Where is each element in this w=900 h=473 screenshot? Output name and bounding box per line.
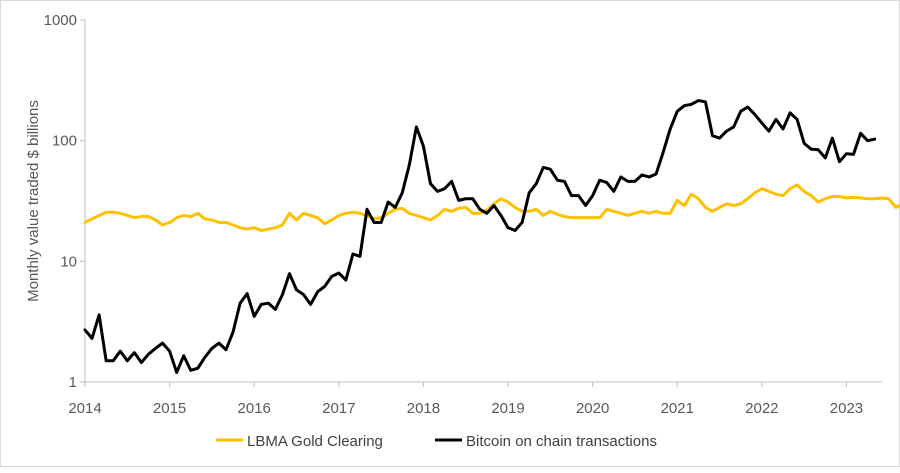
series-line-lbma-gold-clearing	[83, 183, 900, 233]
y-tick-label: 1000	[44, 12, 77, 29]
series-lines	[83, 99, 900, 374]
y-tick-label: 1	[69, 374, 77, 391]
legend-label: LBMA Gold Clearing	[247, 433, 383, 450]
x-tick-label: 2016	[238, 400, 271, 417]
y-tick-labels: 1 10 100 1000	[44, 12, 85, 391]
x-tick-label: 2021	[661, 400, 694, 417]
x-tick-label: 2020	[576, 400, 609, 417]
x-tick-label: 2022	[745, 400, 778, 417]
x-tick-label: 2014	[68, 400, 101, 417]
x-tick-label: 2019	[491, 400, 524, 417]
y-axis-title: Monthly value traded $ billions	[25, 100, 42, 302]
legend-label: Bitcoin on chain transactions	[466, 433, 657, 450]
x-tick-labels: 2014 2015 2016 2017 2018 2019 2020 2021 2022 2023	[68, 382, 863, 417]
x-tick-label: 2023	[830, 400, 863, 417]
y-tick-label: 10	[60, 253, 77, 270]
x-tick-label: 2015	[153, 400, 186, 417]
series-line-bitcoin-on-chain	[83, 99, 877, 374]
x-tick-label: 2017	[322, 400, 355, 417]
y-tick-label: 100	[52, 133, 77, 150]
legend: LBMA Gold Clearing Bitcoin on chain trans…	[216, 433, 657, 450]
x-tick-label: 2018	[407, 400, 440, 417]
